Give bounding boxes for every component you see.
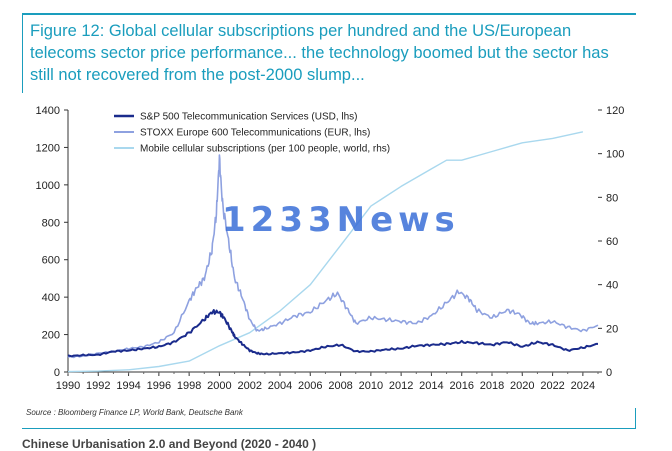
x-tick-label: 1990 <box>56 380 80 392</box>
y-tick-right-label: 80 <box>606 192 618 204</box>
x-tick-label: 1992 <box>86 380 110 392</box>
x-tick-label: 2022 <box>540 380 564 392</box>
x-tick-label: 2018 <box>480 380 504 392</box>
figure-title: Figure 12: Global cellular subscriptions… <box>30 22 609 84</box>
y-tick-left-label: 1000 <box>36 180 60 192</box>
legend-item-sp500-label: S&P 500 Telecommunication Services (USD,… <box>140 112 358 123</box>
x-tick-label: 2012 <box>389 380 413 392</box>
legend-item-stoxx-label: STOXX Europe 600 Telecommunications (EUR… <box>140 128 370 139</box>
y-tick-left-label: 200 <box>42 330 60 342</box>
y-tick-right-label: 60 <box>606 236 618 248</box>
x-tick-label: 2008 <box>328 380 352 392</box>
chart-legend: S&P 500 Telecommunication Services (USD,… <box>114 112 390 155</box>
mobile-subscriptions-series-line <box>67 131 584 373</box>
watermark-text: 1233News <box>222 200 460 240</box>
x-tick-label: 2000 <box>207 380 231 392</box>
y-tick-right-label: 20 <box>606 323 618 335</box>
x-tick-label: 1998 <box>177 380 201 392</box>
legend-item-mobile-label: Mobile cellular subscriptions (per 100 p… <box>140 144 390 155</box>
frame-left-border <box>22 13 23 93</box>
y-tick-left-label: 1200 <box>36 142 60 154</box>
y-tick-left-label: 400 <box>42 292 60 304</box>
chart-axes: 0 200 400 600 800 1000 1200 1400 0 20 40 60 80 100 120… <box>36 105 625 392</box>
y-tick-right-label: 0 <box>606 367 612 379</box>
x-tick-label: 2024 <box>571 380 595 392</box>
y-tick-left-label: 0 <box>54 367 60 379</box>
x-tick-label: 2006 <box>298 380 322 392</box>
stoxx-series-line <box>67 154 599 359</box>
source-note: Source : Bloomberg Finance LP, World Ban… <box>26 408 243 417</box>
frame-top-border <box>22 13 636 15</box>
x-tick-label: 2004 <box>268 380 292 392</box>
y-tick-left-label: 600 <box>42 255 60 267</box>
x-tick-label: 2020 <box>510 380 534 392</box>
y-tick-right-label: 100 <box>606 149 624 161</box>
x-tick-label: 2014 <box>419 380 443 392</box>
frame-right-border <box>635 408 636 429</box>
next-figure-title: Chinese Urbanisation 2.0 and Beyond (202… <box>22 437 317 451</box>
y-tick-right-label: 120 <box>606 105 624 117</box>
x-tick-label: 1994 <box>116 380 140 392</box>
x-tick-label: 2002 <box>237 380 261 392</box>
x-tick-label: 1996 <box>147 380 171 392</box>
y-tick-left-label: 1400 <box>36 105 60 117</box>
chart-series <box>67 131 599 373</box>
frame-bottom-border <box>22 428 636 429</box>
y-tick-right-label: 40 <box>606 280 618 292</box>
sp500-series-line <box>67 309 598 358</box>
x-tick-label: 2016 <box>449 380 473 392</box>
x-tick-label: 2010 <box>359 380 383 392</box>
y-tick-left-label: 800 <box>42 217 60 229</box>
